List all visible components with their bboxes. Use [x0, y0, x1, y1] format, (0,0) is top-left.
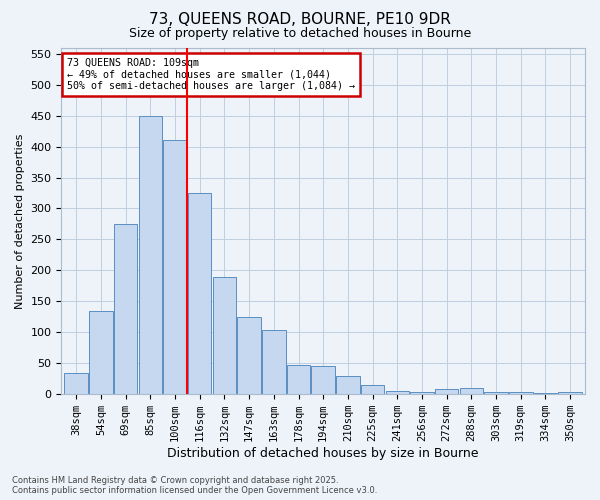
Bar [139, 116, 162, 394]
Bar [89, 310, 113, 394]
Bar [163, 140, 187, 394]
X-axis label: Distribution of detached houses by size in Bourne: Distribution of detached houses by size … [167, 447, 479, 460]
Bar [262, 330, 286, 394]
Text: Size of property relative to detached houses in Bourne: Size of property relative to detached ho… [129, 28, 471, 40]
Bar [188, 193, 211, 394]
Bar [64, 372, 88, 394]
Bar [311, 366, 335, 394]
Bar [212, 276, 236, 394]
Bar [460, 388, 483, 394]
Bar [287, 365, 310, 394]
Bar [435, 388, 458, 394]
Text: 73 QUEENS ROAD: 109sqm
← 49% of detached houses are smaller (1,044)
50% of semi-: 73 QUEENS ROAD: 109sqm ← 49% of detached… [67, 58, 355, 91]
Bar [484, 392, 508, 394]
Bar [534, 393, 557, 394]
Bar [238, 317, 261, 394]
Bar [559, 392, 582, 394]
Text: 73, QUEENS ROAD, BOURNE, PE10 9DR: 73, QUEENS ROAD, BOURNE, PE10 9DR [149, 12, 451, 28]
Bar [114, 224, 137, 394]
Y-axis label: Number of detached properties: Number of detached properties [15, 133, 25, 308]
Bar [386, 391, 409, 394]
Bar [410, 392, 434, 394]
Bar [509, 392, 533, 394]
Bar [336, 376, 359, 394]
Bar [361, 385, 385, 394]
Text: Contains HM Land Registry data © Crown copyright and database right 2025.
Contai: Contains HM Land Registry data © Crown c… [12, 476, 377, 495]
